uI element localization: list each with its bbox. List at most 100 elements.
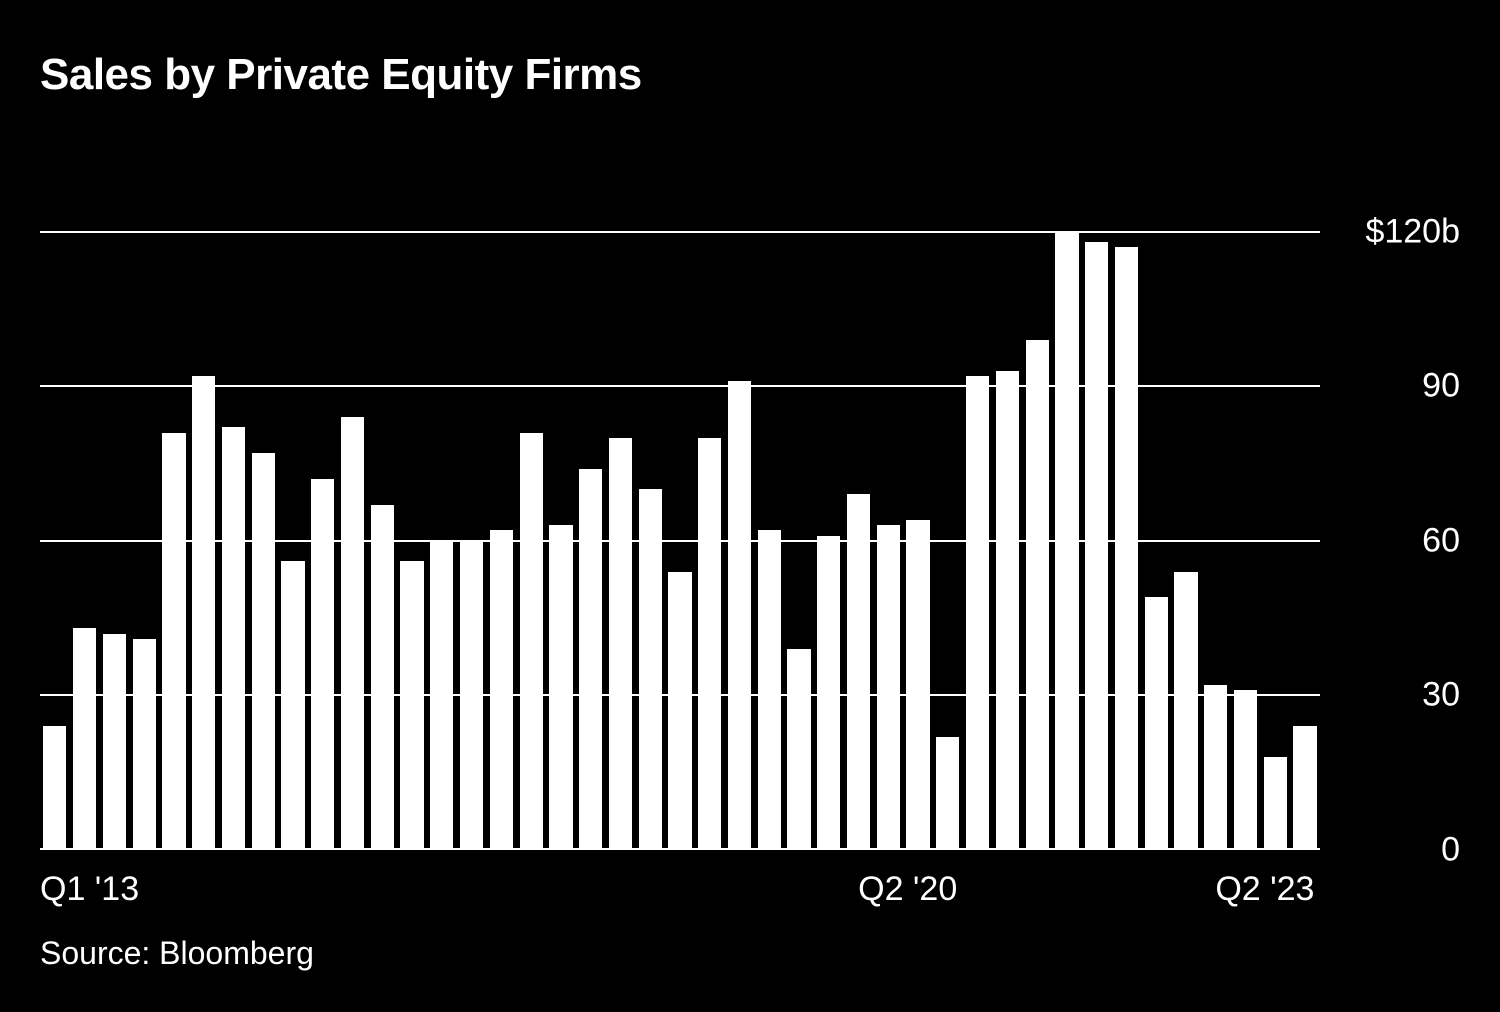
bar — [847, 494, 870, 850]
bar-slot — [635, 180, 665, 850]
bar-slot — [100, 180, 130, 850]
bar — [787, 649, 810, 850]
y-axis-tick-label: 60 — [1422, 521, 1460, 560]
plot-area — [40, 180, 1320, 850]
bar-slot — [40, 180, 70, 850]
x-axis-tick-label: Q2 '20 — [858, 870, 957, 909]
bar — [252, 453, 275, 850]
bar — [668, 572, 691, 850]
y-axis-tick-label: $120b — [1365, 212, 1460, 251]
bar — [609, 438, 632, 850]
bar-slot — [1112, 180, 1142, 850]
bar-slot — [784, 180, 814, 850]
bar-slot — [516, 180, 546, 850]
bar — [1145, 597, 1168, 850]
bar — [400, 561, 423, 850]
bar — [698, 438, 721, 850]
bar-slot — [814, 180, 844, 850]
bar-slot — [1022, 180, 1052, 850]
bar — [639, 489, 662, 850]
bar — [460, 541, 483, 850]
bar — [311, 479, 334, 850]
bar — [1264, 757, 1287, 850]
chart-title: Sales by Private Equity Firms — [40, 50, 1460, 100]
bar-slot — [427, 180, 457, 850]
bar-slot — [1082, 180, 1112, 850]
chart-source: Source: Bloomberg — [40, 935, 314, 972]
y-axis-tick-label: 90 — [1422, 367, 1460, 406]
bar-slot — [1171, 180, 1201, 850]
bar — [103, 634, 126, 850]
bar — [549, 525, 572, 850]
bar-slot — [159, 180, 189, 850]
bar-slot — [725, 180, 755, 850]
bars-group — [40, 180, 1320, 850]
bar-slot — [219, 180, 249, 850]
y-axis-tick-label: 30 — [1422, 676, 1460, 715]
bar-slot — [606, 180, 636, 850]
bar-slot — [665, 180, 695, 850]
bar-slot — [1141, 180, 1171, 850]
bar-slot — [754, 180, 784, 850]
bar — [520, 433, 543, 850]
bar-slot — [903, 180, 933, 850]
bar — [371, 505, 394, 850]
bar-slot — [1052, 180, 1082, 850]
bar-slot — [993, 180, 1023, 850]
bar — [162, 433, 185, 850]
bar-slot — [1260, 180, 1290, 850]
bar-slot — [576, 180, 606, 850]
bar-slot — [457, 180, 487, 850]
bar — [579, 469, 602, 850]
bar — [906, 520, 929, 850]
bar-slot — [189, 180, 219, 850]
bar — [1085, 242, 1108, 850]
bar — [936, 737, 959, 850]
bar — [966, 376, 989, 850]
bar-slot — [1201, 180, 1231, 850]
bar — [1234, 690, 1257, 850]
bar — [341, 417, 364, 850]
bar — [490, 530, 513, 850]
bar — [222, 427, 245, 850]
y-axis-tick-label: 0 — [1441, 831, 1460, 870]
x-axis-labels: Q1 '13 Q2 '20 Q2 '23 — [40, 870, 1320, 920]
bar — [877, 525, 900, 850]
bar — [133, 639, 156, 850]
bar-slot — [367, 180, 397, 850]
bar — [1293, 726, 1316, 850]
bar — [192, 376, 215, 850]
bar-slot — [70, 180, 100, 850]
chart-plot-wrap: 0306090$120b Q1 '13Q2 '20Q2 '23 — [40, 180, 1460, 860]
bar — [281, 561, 304, 850]
bar — [817, 536, 840, 850]
bar — [1026, 340, 1049, 850]
bar-slot — [844, 180, 874, 850]
bar — [73, 628, 96, 850]
bar — [430, 541, 453, 850]
bar-slot — [1290, 180, 1320, 850]
bar-slot — [308, 180, 338, 850]
bar-slot — [963, 180, 993, 850]
bar-slot — [933, 180, 963, 850]
bar — [1115, 247, 1138, 850]
bar — [1055, 232, 1078, 850]
bar-slot — [278, 180, 308, 850]
bar-slot — [397, 180, 427, 850]
x-axis-tick-label: Q1 '13 — [40, 870, 139, 909]
y-axis-labels: 0306090$120b — [1340, 180, 1460, 850]
bar-slot — [695, 180, 725, 850]
bar-slot — [486, 180, 516, 850]
bar-slot — [248, 180, 278, 850]
bar-slot — [338, 180, 368, 850]
bar — [728, 381, 751, 850]
x-axis-baseline — [40, 848, 1320, 850]
bar — [758, 530, 781, 850]
bar — [43, 726, 66, 850]
bar-slot — [546, 180, 576, 850]
bar — [1174, 572, 1197, 850]
bar-slot — [129, 180, 159, 850]
bar-slot — [873, 180, 903, 850]
bar — [996, 371, 1019, 850]
x-axis-tick-label: Q2 '23 — [1215, 870, 1314, 909]
